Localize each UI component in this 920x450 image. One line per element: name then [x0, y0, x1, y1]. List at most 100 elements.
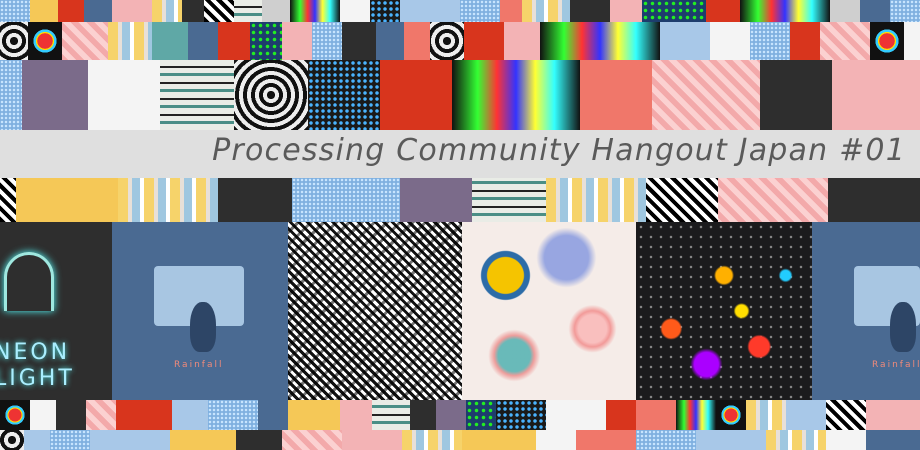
thumb-pink-2 — [610, 0, 642, 22]
thumb-white — [340, 0, 370, 22]
artwork-neon-light-mini-2 — [828, 178, 920, 222]
thumb-red-5 — [790, 22, 820, 60]
thumb-pink-3 — [282, 22, 312, 60]
thumb-wave-3 — [540, 22, 660, 60]
thumb-dark-4 — [56, 400, 86, 430]
thumb-stripes-2 — [372, 400, 410, 430]
neon-text-bottom: LIGHT — [0, 366, 75, 391]
cat-icon-2 — [890, 302, 916, 352]
thumb-wave — [290, 0, 340, 22]
thumb-glitter-6 — [0, 60, 22, 130]
artwork-pink — [832, 60, 920, 130]
thumb-pink — [112, 0, 152, 22]
thumb-red-2 — [706, 0, 740, 22]
ghost-icon — [4, 252, 54, 311]
thumb-tiles-4 — [282, 430, 342, 450]
thumb-red-4 — [464, 22, 504, 60]
thumb-purple — [436, 400, 466, 430]
artwork-zigzag — [646, 178, 718, 222]
thumb-stripes — [234, 0, 262, 22]
cat-icon — [190, 302, 216, 352]
thumb-wave-2 — [740, 0, 830, 22]
thumb-blue-3 — [188, 22, 218, 60]
thumb-dark-2 — [570, 0, 610, 22]
thumb-grid-2 — [250, 22, 282, 60]
rainfall-text: Rainfall — [174, 360, 224, 370]
title-banner: Processing Community Hangout Japan #01 — [0, 130, 920, 178]
thumb-yellow — [30, 0, 58, 22]
thumb-bars-6 — [766, 430, 826, 450]
thumb-white-2 — [710, 22, 750, 60]
artwork-eyes-blocks-2 — [400, 178, 472, 222]
artwork-s-curve — [88, 60, 160, 130]
thumb-salmon-4 — [576, 430, 636, 450]
thumb-glitter-9 — [636, 430, 696, 450]
thumb-yellow-4 — [462, 430, 536, 450]
thumb-circles-3 — [0, 400, 30, 430]
thumb-glitter-3 — [890, 0, 920, 22]
thumb-bars-3 — [108, 22, 152, 60]
artwork-ghosts — [580, 60, 652, 130]
thumb-tiles-2 — [820, 22, 870, 60]
thumb-wave-4 — [676, 400, 716, 430]
thumb-red-7 — [606, 400, 636, 430]
thumb-gray — [262, 0, 290, 22]
thumb-red — [58, 0, 84, 22]
thumb-tiles — [62, 22, 108, 60]
artwork-stripes-2 — [472, 178, 546, 222]
thumb-red-3 — [218, 22, 250, 60]
thumb-zigzag-2 — [0, 178, 16, 222]
thumb-glitter-5 — [750, 22, 790, 60]
artwork-bars-2 — [546, 178, 646, 222]
thumb-white-7 — [826, 430, 866, 450]
artwork-neon-light-small — [760, 60, 832, 130]
thumb-blue-6 — [866, 430, 920, 450]
thumb-spiral-3 — [0, 430, 24, 450]
artwork-bars — [118, 178, 218, 222]
thumb-bars-4 — [746, 400, 786, 430]
artwork-rainfall-2: Rainfall — [812, 222, 920, 400]
thumb-light-2 — [660, 22, 710, 60]
artwork-rainfall: Rainfall — [112, 222, 288, 400]
thumb-pink-4 — [504, 22, 540, 60]
thumb-teal — [152, 22, 188, 60]
thumb-pink-6 — [866, 400, 920, 430]
thumb-blue-5 — [258, 400, 288, 430]
thumb-bars-5 — [402, 430, 462, 450]
thumb-bars — [152, 0, 182, 22]
thumb-white-4 — [30, 400, 56, 430]
neon-text-top: NEON — [0, 340, 71, 365]
thumb-circles — [28, 22, 62, 60]
page-title: Processing Community Hangout Japan #01 — [212, 133, 906, 168]
thumb-dots-2 — [496, 400, 546, 430]
artwork-maze — [288, 222, 462, 400]
thumb-grid-3 — [466, 400, 496, 430]
thumb-red-6 — [116, 400, 172, 430]
thumb-white-6 — [536, 430, 576, 450]
thumb-salmon-2 — [404, 22, 430, 60]
thumb-dots — [370, 0, 400, 22]
artwork-cosmos — [636, 222, 812, 400]
thumb-spiral — [0, 22, 28, 60]
thumb-light-4 — [786, 400, 826, 430]
thumb-pink-7 — [342, 430, 402, 450]
artwork-pink-tiles — [652, 60, 760, 130]
thumb-salmon — [500, 0, 522, 22]
thumb-circles-2 — [870, 22, 904, 60]
thumb-light-5 — [24, 430, 50, 450]
thumb-blue-2 — [860, 0, 890, 22]
artwork-dot-circle — [308, 60, 380, 130]
artwork-pink-tiles-2 — [718, 178, 828, 222]
thumb-glitter-8 — [50, 430, 90, 450]
rainfall-text-2: Rainfall — [872, 360, 920, 370]
artwork-glitter — [292, 178, 400, 222]
thumb-zigzag-3 — [826, 400, 866, 430]
thumb-light-3 — [172, 400, 208, 430]
thumb-bars-2 — [522, 0, 570, 22]
thumb-yellow-2 — [288, 400, 340, 430]
thumb-gray-2 — [830, 0, 860, 22]
thumb-glitter-7 — [208, 400, 258, 430]
thumb-spiral-2 — [430, 22, 464, 60]
artwork-stripes — [160, 60, 234, 130]
